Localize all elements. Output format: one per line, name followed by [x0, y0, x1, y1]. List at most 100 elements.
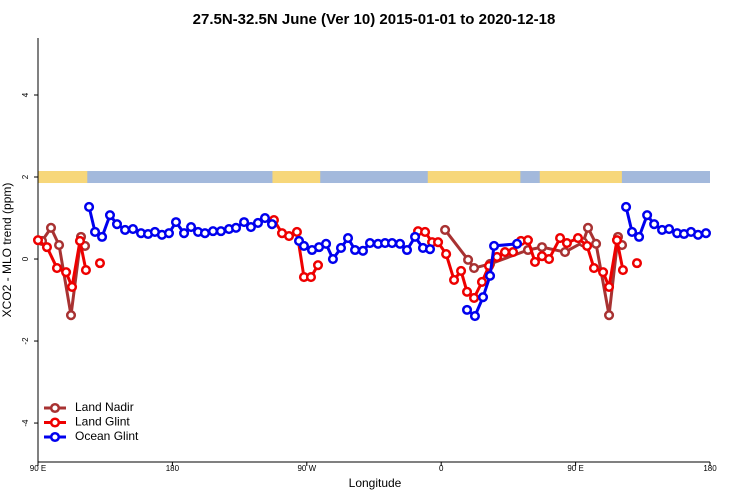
data-point — [127, 224, 139, 235]
data-point — [700, 228, 712, 239]
data-point — [582, 240, 593, 251]
data-point — [561, 237, 572, 249]
x-tick-label: 90 E — [567, 464, 583, 473]
data-point — [604, 281, 615, 292]
legend-label: Land Nadir — [75, 400, 134, 414]
data-point — [32, 235, 44, 246]
legend-marker — [49, 417, 61, 428]
data-point — [631, 258, 643, 269]
y-tick-label: -2 — [21, 337, 30, 345]
data-point — [61, 267, 72, 278]
data-point — [507, 247, 519, 258]
data-point — [522, 235, 534, 246]
data-point — [207, 226, 219, 237]
data-point — [335, 242, 347, 253]
data-point — [477, 292, 489, 303]
legend-marker — [49, 402, 61, 414]
data-point — [461, 304, 473, 315]
data-point — [305, 272, 317, 283]
y-tick-label: 0 — [21, 256, 30, 261]
data-point — [54, 240, 65, 251]
data-point — [291, 226, 302, 238]
data-point — [45, 222, 57, 233]
data-point — [266, 219, 278, 230]
data-point — [555, 233, 566, 244]
x-tick-label: 90 E — [30, 464, 46, 473]
data-point — [529, 256, 541, 267]
data-point — [94, 258, 106, 269]
data-point — [588, 262, 600, 274]
data-point — [512, 238, 523, 249]
data-point — [41, 242, 53, 253]
data-point — [424, 244, 436, 255]
data-point — [283, 231, 295, 242]
data-point — [252, 217, 264, 228]
y-axis-label: XCO2 - MLO trend (ppm) — [0, 183, 14, 318]
data-point — [463, 254, 474, 265]
data-point — [298, 240, 310, 251]
data-point — [543, 253, 555, 265]
data-point — [649, 219, 660, 230]
y-tick-label: 2 — [21, 174, 30, 179]
data-point — [469, 262, 480, 274]
data-point — [591, 238, 602, 249]
x-tick-label: 180 — [166, 464, 180, 473]
legend-label: Land Glint — [75, 415, 130, 429]
data-point — [66, 281, 78, 292]
data-point — [642, 210, 653, 221]
data-point — [499, 247, 511, 258]
data-point — [245, 221, 256, 233]
chart-title: 27.5N-32.5N June (Ver 10) 2015-01-01 to … — [193, 11, 556, 28]
land-band — [272, 171, 321, 184]
land-band — [539, 171, 622, 184]
data-point — [364, 237, 376, 249]
data-point — [634, 231, 645, 242]
data-point — [448, 274, 460, 285]
data-point — [327, 253, 338, 265]
data-point — [410, 231, 421, 242]
series-line — [40, 226, 624, 317]
x-tick-label: 0 — [439, 464, 444, 473]
data-point — [420, 226, 431, 238]
legend-label: Ocean Glint — [75, 429, 139, 443]
data-point — [80, 265, 91, 276]
data-point — [312, 260, 324, 271]
data-point — [559, 247, 571, 258]
data-point — [469, 310, 480, 322]
data-point — [440, 224, 451, 235]
data-point — [74, 235, 86, 247]
data-point — [476, 276, 488, 288]
data-point — [104, 210, 116, 221]
data-point — [84, 201, 95, 212]
data-point — [349, 244, 361, 256]
data-point — [598, 267, 609, 278]
data-point — [484, 270, 496, 281]
data-point — [357, 245, 368, 256]
data-point — [582, 222, 594, 233]
y-tick-label: 4 — [21, 92, 30, 97]
data-point — [572, 233, 584, 244]
data-point — [626, 226, 638, 238]
land-band — [427, 171, 521, 184]
data-point — [693, 229, 704, 240]
data-point — [321, 238, 332, 249]
data-point — [259, 212, 271, 224]
data-point — [489, 240, 500, 251]
data-point — [536, 242, 548, 253]
data-point — [617, 265, 628, 276]
data-point — [170, 217, 182, 228]
data-point — [186, 221, 197, 233]
data-point — [441, 249, 452, 260]
data-point — [342, 233, 354, 244]
data-point — [97, 231, 108, 242]
data-point — [89, 226, 101, 238]
data-point — [65, 310, 77, 321]
x-tick-label: 90 W — [297, 464, 316, 473]
data-point — [394, 238, 406, 249]
x-tick-label: 180 — [703, 464, 717, 473]
data-point — [461, 286, 473, 297]
data-point — [664, 224, 675, 235]
data-point — [199, 228, 211, 239]
data-point — [611, 235, 623, 246]
